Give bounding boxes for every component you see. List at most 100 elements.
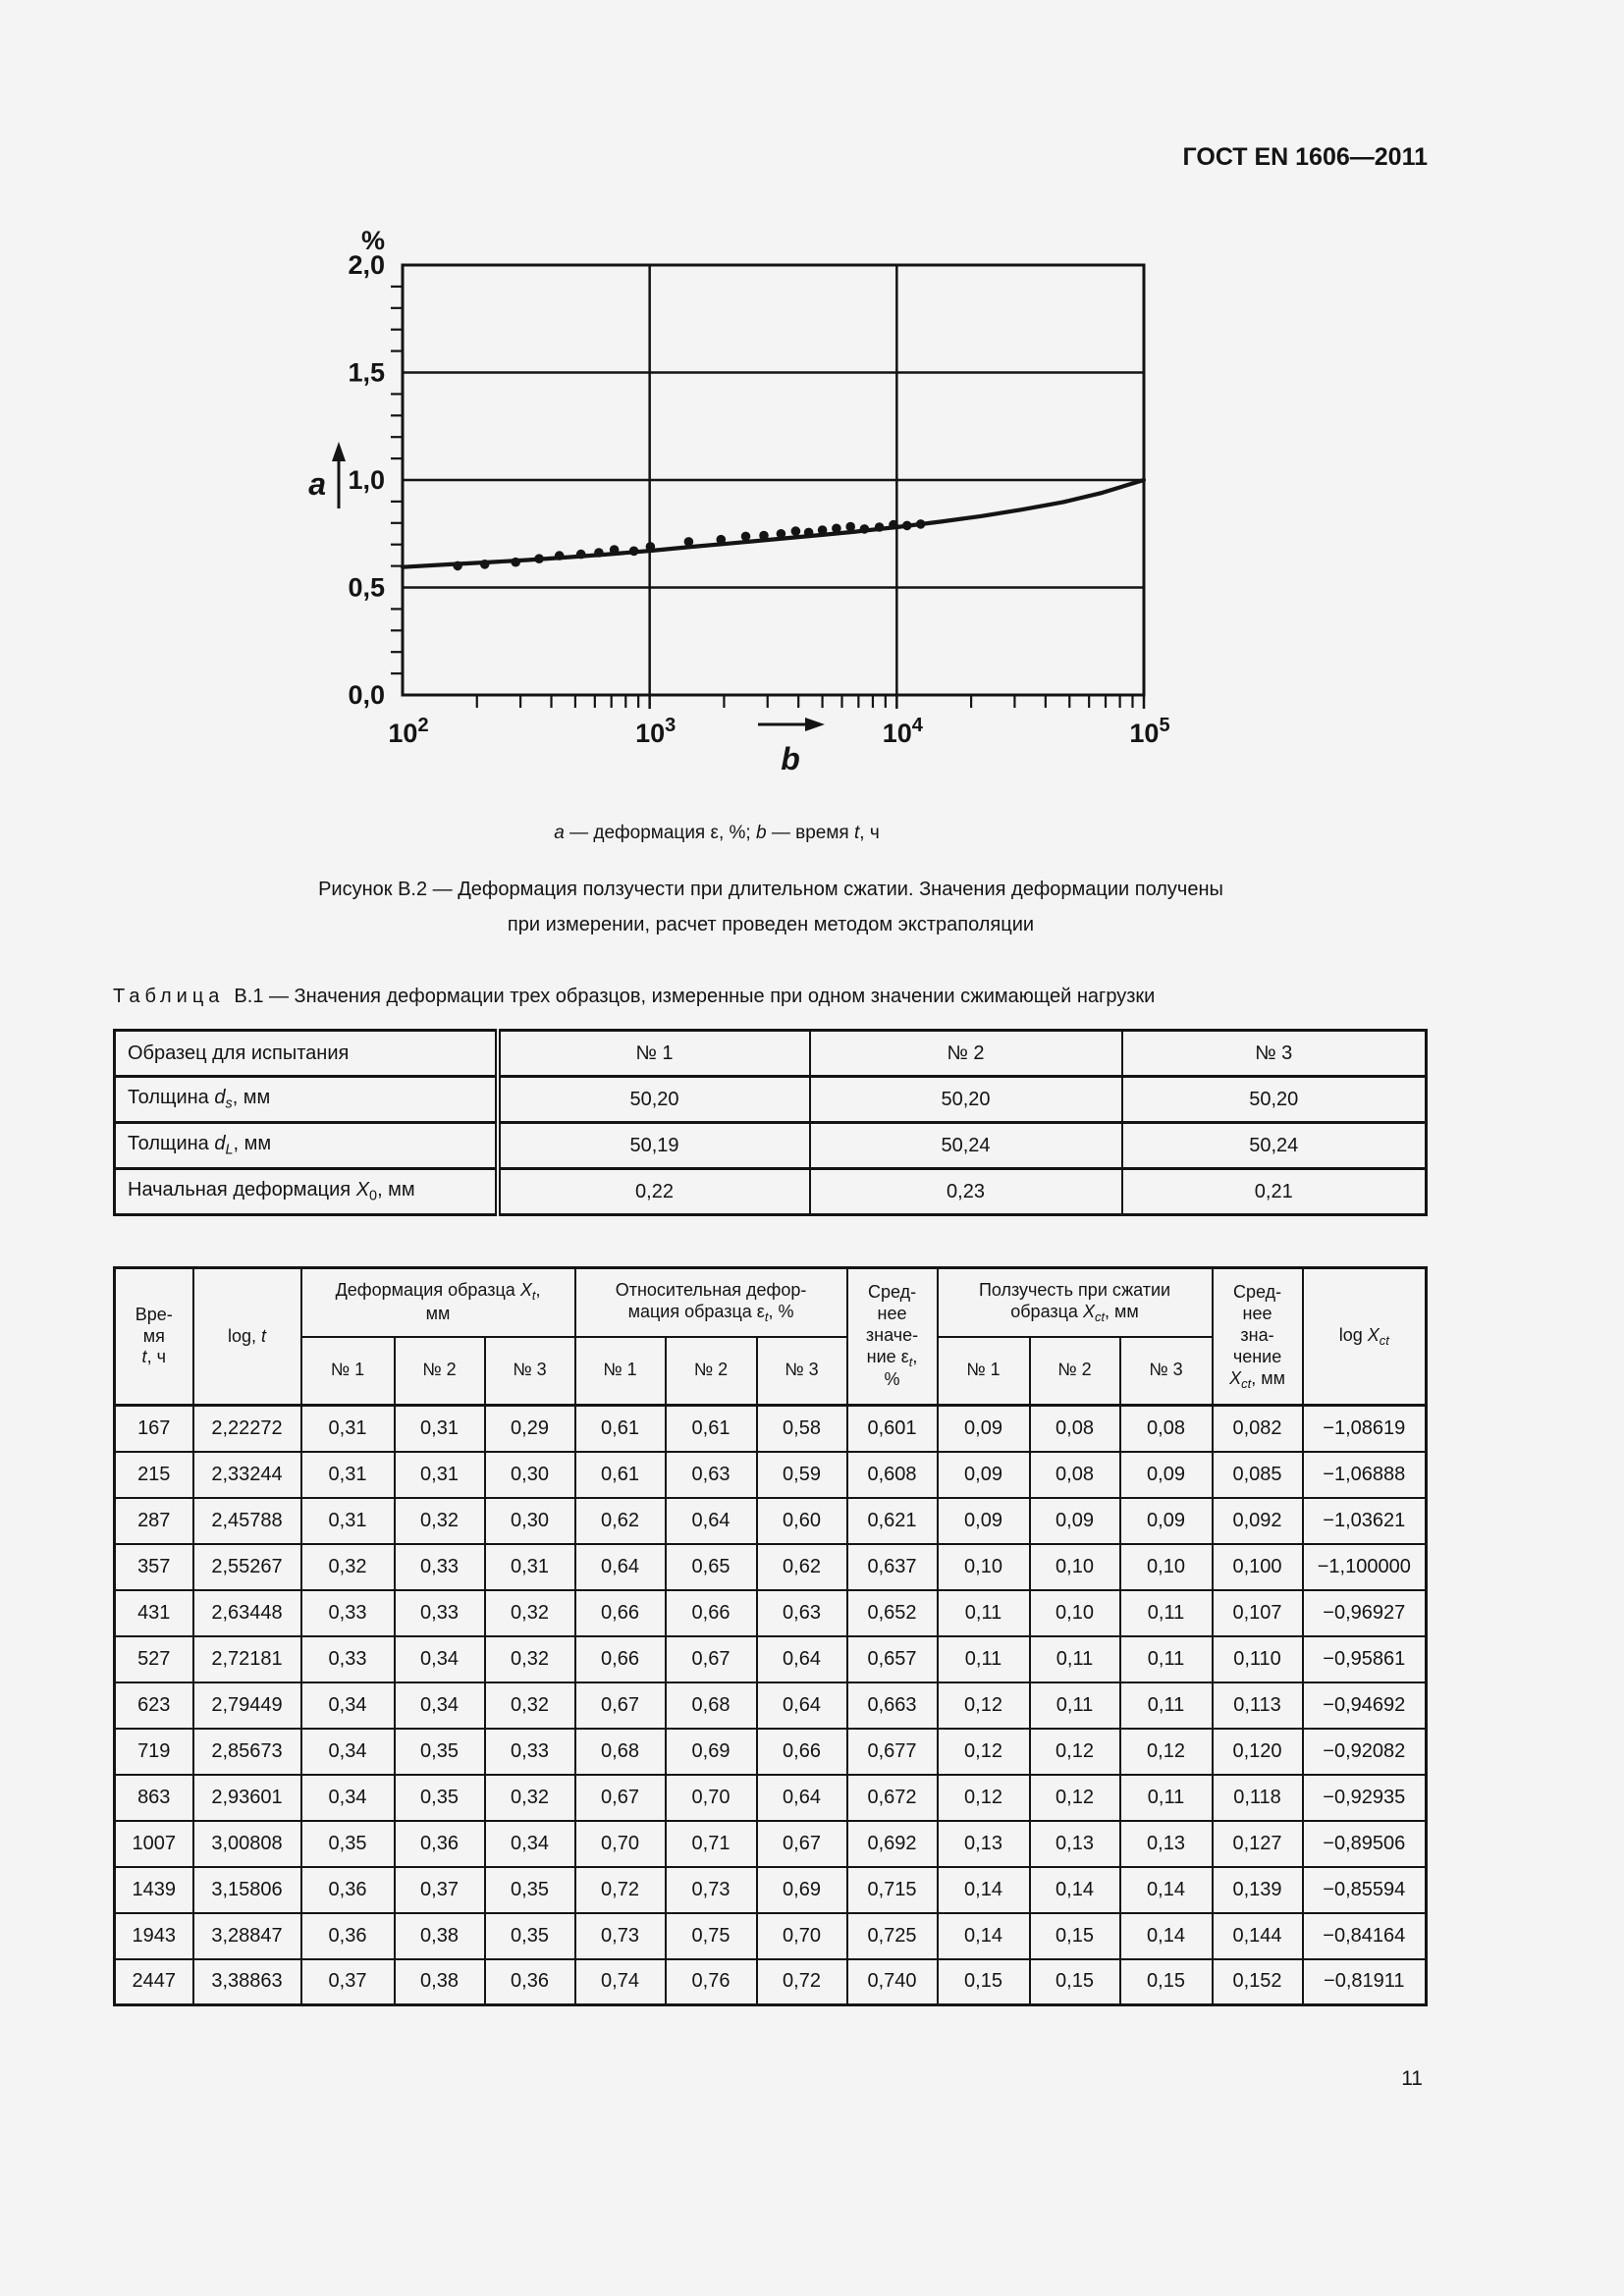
text-run: X — [1367, 1324, 1380, 1345]
table-row: Толщина ds, мм 50,20 50,20 50,20 — [113, 1075, 1428, 1124]
value-cell: 0,37 — [393, 1865, 486, 1914]
value-cell: 0,62 — [755, 1542, 848, 1591]
text-run: № 1 — [603, 1360, 637, 1380]
text-run: Деформация образца — [335, 1279, 520, 1300]
value-cell: 1439 — [113, 1865, 194, 1914]
measurement-table-container: Вре- мя t, ч log, t Деформация образца Xt,… — [113, 1266, 1429, 2006]
value-cell: 0,15 — [936, 1957, 1031, 2006]
value-cell: 0,14 — [1028, 1865, 1121, 1914]
value-cell: 0,36 — [299, 1911, 396, 1960]
text-run: Относительная дефор- мация образца — [615, 1279, 807, 1321]
value-cell: 0,67 — [573, 1773, 667, 1822]
value-cell: 2,22272 — [191, 1404, 302, 1453]
data-point — [740, 531, 751, 542]
table-b1-heading-word: Таблица — [113, 986, 225, 1007]
text-run: № 2 — [422, 1360, 457, 1380]
value-cell: 0,725 — [845, 1911, 939, 1960]
text-run: t — [261, 1325, 267, 1346]
value-cell: 0,38 — [393, 1911, 486, 1960]
value-cell: 0,71 — [664, 1819, 758, 1868]
value-cell: 0,11 — [936, 1634, 1031, 1683]
data-point — [453, 561, 462, 571]
value-cell: 0,11 — [1028, 1681, 1121, 1730]
value-cell: 0,10 — [936, 1542, 1031, 1591]
value-cell: −0,92082 — [1301, 1727, 1428, 1776]
value-cell: 0,31 — [393, 1404, 486, 1453]
b-axis-label: b — [781, 741, 800, 776]
standard-code: ГОСТ EN 1606—2011 — [1182, 143, 1428, 171]
value-cell: 0,61 — [573, 1450, 667, 1499]
header-cell: № 2 — [664, 1335, 758, 1407]
value-cell: 0,15 — [1118, 1957, 1214, 2006]
value-cell: 0,107 — [1211, 1588, 1304, 1637]
text-run: t — [908, 1354, 913, 1369]
value-cell: 0,08 — [1028, 1450, 1121, 1499]
text-run: ct — [1379, 1332, 1389, 1348]
data-point — [845, 521, 855, 532]
header-cell: Сред- нее зна- чение Xct, мм — [1211, 1266, 1304, 1407]
value-cell: 2,93601 — [191, 1773, 302, 1822]
text-run: Сред- нее значе- ние — [865, 1281, 919, 1366]
value-cell: 0,31 — [299, 1450, 396, 1499]
value-cell: 0,64 — [755, 1681, 848, 1730]
value-cell: 0,31 — [299, 1404, 396, 1453]
table-row: 863 2,93601 0,34 0,35 0,32 0,67 0,70 0,64 0,672 0… — [113, 1773, 1428, 1822]
value-cell: 0,36 — [299, 1865, 396, 1914]
value-cell: 0,32 — [393, 1496, 486, 1545]
value-cell: 0,608 — [845, 1450, 939, 1499]
value-cell: 50,19 — [496, 1121, 811, 1170]
legend-var-t: t — [854, 823, 860, 843]
row-label-cell: Образец для испытания — [113, 1029, 501, 1078]
value-cell: 287 — [113, 1496, 194, 1545]
x-tick-label: 104 — [883, 715, 924, 748]
value-cell: 0,63 — [755, 1588, 848, 1637]
value-cell: 0,36 — [393, 1819, 486, 1868]
value-cell: 2,85673 — [191, 1727, 302, 1776]
value-cell: 0,31 — [483, 1542, 576, 1591]
data-point — [817, 525, 828, 535]
value-cell: 0,11 — [1118, 1634, 1214, 1683]
a-axis-label: a — [308, 466, 326, 502]
data-point — [716, 534, 727, 545]
value-cell: 623 — [113, 1681, 194, 1730]
data-point — [534, 554, 544, 563]
value-cell: 50,20 — [496, 1075, 811, 1124]
table-row: 357 2,55267 0,32 0,33 0,31 0,64 0,65 0,62 0,637 0… — [113, 1542, 1428, 1591]
text-run: № 3 — [785, 1360, 819, 1380]
value-cell: −0,85594 — [1301, 1865, 1428, 1914]
value-cell: 527 — [113, 1634, 194, 1683]
value-cell: 3,28847 — [191, 1911, 302, 1960]
text-run: d — [214, 1087, 226, 1109]
value-cell: 0,11 — [1028, 1634, 1121, 1683]
value-cell: 0,34 — [299, 1773, 396, 1822]
value-cell: 0,67 — [755, 1819, 848, 1868]
header-cell: № 1 — [936, 1335, 1031, 1407]
value-cell: 0,32 — [483, 1634, 576, 1683]
header-row: Вре- мя t, ч log, t Деформация образца Xt,… — [113, 1266, 1428, 1407]
header-cell: Ползучесть при сжатии образца Xct, мм — [936, 1266, 1214, 1338]
value-cell: 0,152 — [1211, 1957, 1304, 2006]
legend-epsilon: ε — [710, 823, 719, 843]
value-cell: 0,64 — [573, 1542, 667, 1591]
specimen-table-container: Образец для испытания № 1 № 2 № 3 Толщина ds… — [113, 1029, 1428, 1216]
text-run: t — [531, 1287, 536, 1303]
text-run: , мм — [233, 1133, 272, 1155]
value-cell: 0,35 — [483, 1865, 576, 1914]
y-axis-unit: % — [361, 226, 385, 255]
value-cell: 0,13 — [1118, 1819, 1214, 1868]
value-cell: 0,34 — [299, 1681, 396, 1730]
text-run: 0 — [369, 1188, 378, 1204]
value-cell: 0,73 — [664, 1865, 758, 1914]
row-label-cell: Толщина ds, мм — [113, 1075, 501, 1124]
value-cell: 3,38863 — [191, 1957, 302, 2006]
text-run: , мм — [425, 1279, 541, 1323]
value-cell: 0,692 — [845, 1819, 939, 1868]
text-run: X — [1082, 1301, 1095, 1321]
x-tick-label: 103 — [635, 715, 676, 748]
text-run: Толщина — [128, 1087, 215, 1109]
page-number: 11 — [1401, 2067, 1423, 2090]
value-cell: 0,61 — [573, 1404, 667, 1453]
value-cell: 50,20 — [808, 1075, 1123, 1124]
value-cell: 0,120 — [1211, 1727, 1304, 1776]
value-cell: 2,33244 — [191, 1450, 302, 1499]
